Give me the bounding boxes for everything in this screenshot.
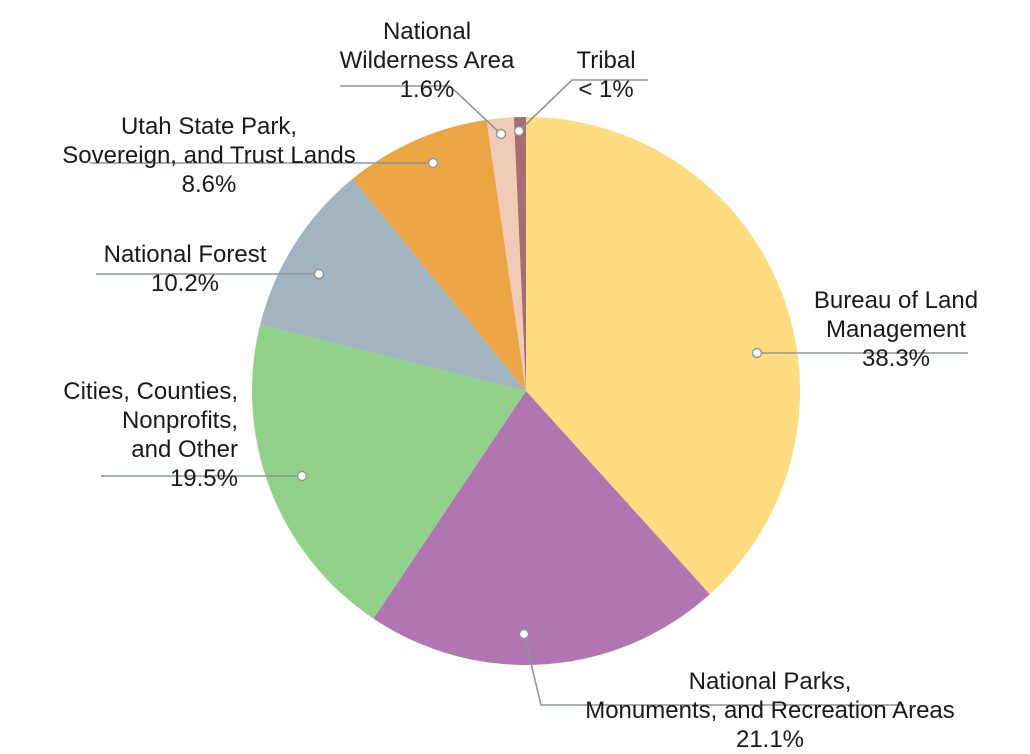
label-national-parks: National Parks, Monuments, and Recreatio… <box>540 667 1000 754</box>
label-name: Nonprofits, <box>121 407 238 434</box>
pie-slice-tribal <box>513 117 526 391</box>
leader-anchor-dot <box>313 268 325 280</box>
pie-slice-national-wilderness-area <box>486 117 526 391</box>
label-percent: 38.3% <box>861 345 931 372</box>
pie-slices <box>252 117 800 665</box>
label-name: Sovereign, and Trust Lands <box>62 142 356 169</box>
pie-slice-national-forest <box>260 178 526 391</box>
label-name: Management <box>825 316 967 343</box>
label-tribal: Tribal < 1% <box>566 46 646 104</box>
pie-slice-utah-state-park-sovereign-and-trust-lands <box>352 119 526 391</box>
leader-anchor-dot <box>495 128 507 140</box>
leader-anchor-dot <box>427 157 439 169</box>
label-name: and Other <box>131 436 238 463</box>
label-name: Utah State Park, <box>120 113 298 140</box>
leader-anchor-dot <box>513 125 525 137</box>
pie-slice-national-parks-monuments-and-recreation-areas <box>373 391 710 665</box>
leader-anchor-dot <box>518 628 530 640</box>
label-utah-state-park: Utah State Park, Sovereign, and Trust La… <box>24 112 394 199</box>
label-percent: 19.5% <box>169 465 238 492</box>
label-name: Bureau of Land <box>813 287 979 314</box>
label-name: Cities, Counties, <box>63 378 238 405</box>
leader-line <box>523 633 904 706</box>
label-national-wilderness-area: National Wilderness Area 1.6% <box>330 17 524 104</box>
label-national-forest: National Forest 10.2% <box>80 240 290 298</box>
label-bureau-of-land-management: Bureau of Land Management 38.3% <box>796 286 996 373</box>
label-name: Wilderness Area <box>339 47 515 74</box>
label-name: Tribal <box>576 47 636 74</box>
leader-line <box>518 79 648 132</box>
label-cities-counties: Cities, Counties, Nonprofits, and Other … <box>20 377 238 493</box>
label-percent: 8.6% <box>181 171 237 198</box>
label-percent: 1.6% <box>399 76 455 103</box>
label-name: Monuments, and Recreation Areas <box>585 697 955 724</box>
label-percent: 21.1% <box>735 726 805 753</box>
leader-anchor-dot <box>296 470 308 482</box>
pie-slice-cities-counties-nonprofits-and-other <box>252 324 526 619</box>
leader-line <box>340 85 502 135</box>
pie-slice-bureau-of-land-management <box>526 117 800 595</box>
label-name: National Parks, <box>688 668 852 695</box>
leader-anchor-dot <box>751 347 763 359</box>
leader-lines <box>90 79 968 706</box>
label-percent: < 1% <box>578 76 634 103</box>
label-name: National <box>382 18 472 45</box>
label-name: National Forest <box>103 241 267 268</box>
label-percent: 10.2% <box>150 270 220 297</box>
